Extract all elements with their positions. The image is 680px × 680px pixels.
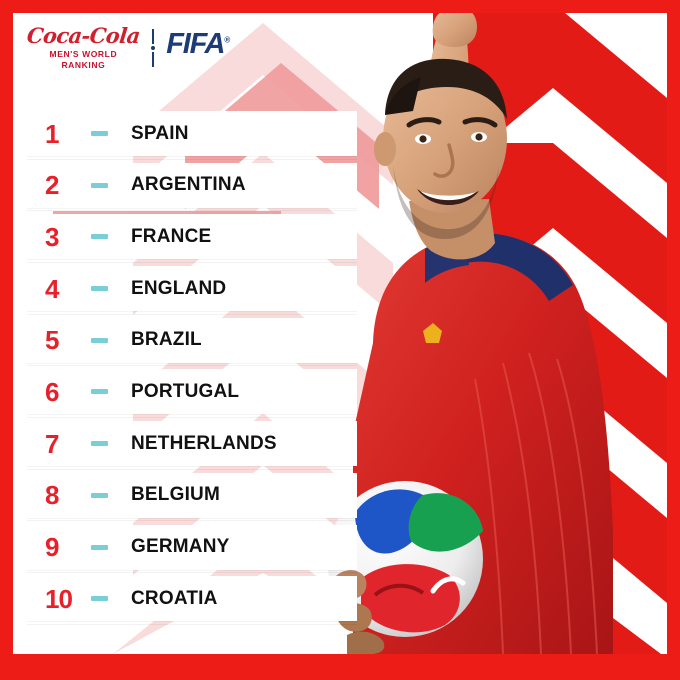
rank-position: 2 [45,170,59,201]
no-change-dash-icon [91,389,131,395]
rank-position: 5 [45,325,59,356]
poster-stage: Coca-Cola MEN'S WORLD RANKING FIFA® 1 SPA… [13,13,667,654]
coca-cola-wordmark: Coca-Cola [25,23,142,49]
no-change-dash-icon [91,286,131,292]
country-name: BELGIUM [131,484,221,506]
ranking-row[interactable]: 1 SPAIN [27,111,357,160]
ranking-row[interactable]: 7 NETHERLANDS [27,421,357,470]
no-change-dash-icon [91,492,131,498]
rank-position: 6 [45,376,59,407]
ranking-subtitle-line2: RANKING [61,60,106,70]
country-name: SPAIN [131,122,189,144]
divider-line-top [152,28,154,44]
rank-position: 9 [45,532,59,562]
rank-position: 1 [45,118,59,149]
rank-position: 8 [45,480,59,511]
no-change-dash-icon [91,337,131,343]
rank-position: 7 [45,428,59,459]
ranking-row[interactable]: 2 ARGENTINA [27,162,357,212]
rank-position: 4 [45,273,59,304]
country-name: FRANCE [131,225,212,247]
country-name: ARGENTINA [131,174,246,196]
brand-logo: Coca-Cola MEN'S WORLD RANKING FIFA® [25,23,231,71]
country-name: CROATIA [131,587,218,609]
no-change-dash-icon [91,131,131,136]
ranking-list: 1 SPAIN 2 ARGENTINA 3 FRANCE 4 ENGLAND 5 BRAZIL 6 P… [27,111,357,628]
country-name: NETHERLANDS [131,432,277,454]
fifa-wordmark: FIFA® [166,27,231,60]
divider-dot [150,45,156,51]
ranking-row[interactable]: 6 PORTUGAL [27,369,357,418]
ranking-row[interactable]: 3 FRANCE [27,214,357,263]
coca-cola-lockup: Coca-Cola MEN'S WORLD RANKING [25,23,142,70]
country-name: PORTUGAL [131,380,240,402]
country-name: ENGLAND [131,277,227,299]
ranking-row[interactable]: 9 GERMANY [27,524,357,573]
no-change-dash-icon [91,234,131,240]
ranking-row[interactable]: 4 ENGLAND [27,266,357,315]
ranking-row[interactable]: 8 BELGIUM [27,472,357,522]
no-change-dash-icon [91,596,131,602]
no-change-dash-icon [91,441,131,447]
ranking-subtitle: MEN'S WORLD RANKING [50,49,118,70]
ranking-subtitle-line1: MEN'S WORLD [49,49,118,60]
divider-line-bottom [152,52,154,68]
fifa-trademark-icon: ® [224,34,231,44]
country-name: BRAZIL [131,329,202,351]
rank-position: 3 [45,221,59,252]
no-change-dash-icon [91,544,131,550]
logo-divider-icon [150,25,156,71]
country-name: GERMANY [131,536,230,557]
fifa-text: FIFA [166,27,225,60]
ranking-row[interactable]: 10 CROATIA [27,576,357,625]
no-change-dash-icon [91,182,131,188]
rank-position: 10 [45,583,73,614]
player-photo [327,13,613,654]
ranking-row[interactable]: 5 BRAZIL [27,317,357,367]
